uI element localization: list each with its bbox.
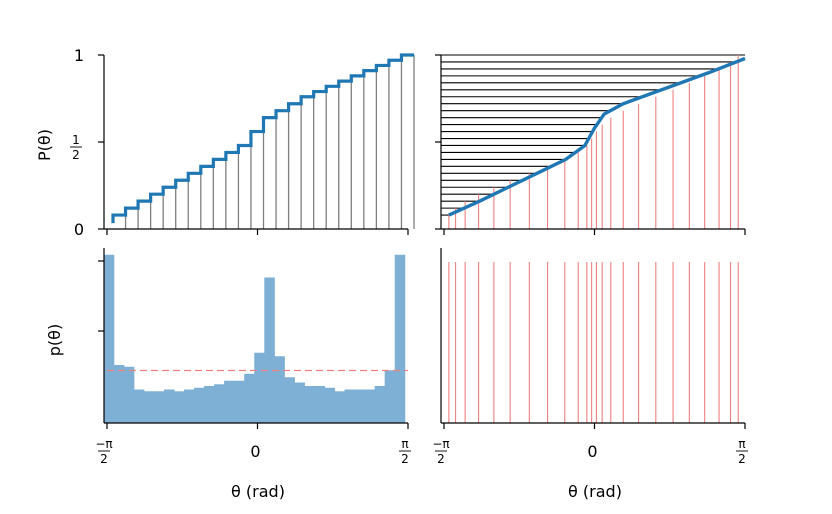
histogram-bar	[374, 386, 386, 424]
x-tick-label-neg-half-pi-denominator: 2	[100, 452, 108, 466]
x-tick-label-half-pi: π2	[736, 437, 748, 466]
histogram-bar	[214, 384, 225, 424]
histogram-bar	[314, 386, 325, 424]
histogram-bar	[344, 389, 356, 424]
histogram-bar	[123, 366, 135, 424]
histogram-bar	[103, 254, 115, 424]
histogram-bar	[153, 391, 165, 424]
histogram-bar	[254, 352, 265, 424]
x-tick-label-half-pi-denominator: 2	[401, 452, 409, 466]
histogram-bar	[113, 365, 125, 424]
y-tick-label-half-numerator: 1	[72, 133, 80, 147]
x-tick-label: 0	[250, 442, 260, 461]
y-tick-label: 1	[74, 46, 84, 65]
histogram-bar	[304, 386, 315, 424]
histogram-bar	[143, 391, 155, 424]
y-axis-label: p(θ)	[45, 324, 64, 356]
cdf-curve-line	[448, 56, 746, 217]
histogram-bar	[324, 387, 336, 424]
histogram-bar	[294, 382, 305, 424]
y-tick-label-half-denominator: 2	[72, 148, 80, 162]
histogram-bar	[204, 386, 215, 424]
histogram-bar	[234, 380, 245, 424]
histogram-bar	[384, 370, 396, 424]
x-tick-label: 0	[587, 442, 597, 461]
x-tick-label-neg-half-pi: −π2	[95, 437, 112, 466]
x-tick-label-neg-half-pi-numerator: −π	[95, 437, 112, 451]
cdf-inverse-sampling-panel	[435, 54, 746, 235]
x-tick-label-neg-half-pi-denominator: 2	[437, 452, 445, 466]
x-tick-label-neg-half-pi: −π2	[432, 437, 449, 466]
x-tick-label-half-pi-numerator: π	[738, 437, 745, 451]
histogram-bar	[163, 389, 175, 424]
histogram-bar	[264, 277, 275, 424]
histogram-bar	[354, 389, 366, 424]
histogram-bar	[284, 377, 295, 424]
histogram-bar	[394, 254, 406, 424]
x-tick-label-neg-half-pi-numerator: −π	[432, 437, 449, 451]
y-tick-label: 0	[74, 220, 84, 239]
y-tick-label-half: 12	[70, 133, 82, 162]
density-histogram-panel: −π2 0 π2p(θ)θ (rad)	[45, 248, 411, 501]
x-axis-label: θ (rad)	[568, 482, 622, 501]
x-tick-label-half-pi-denominator: 2	[738, 452, 746, 466]
x-tick-label-half-pi: π2	[399, 437, 411, 466]
y-axis-label: P(θ)	[35, 129, 54, 161]
x-axis-label: θ (rad)	[231, 482, 285, 501]
histogram-bar	[173, 391, 185, 424]
histogram-bar	[274, 356, 285, 424]
histogram-bar	[194, 387, 205, 424]
sample-rug-panel: −π2 0 π2θ (rad)	[432, 248, 748, 501]
histogram-bar	[224, 380, 235, 424]
histogram-bar	[244, 373, 255, 424]
x-tick-label-half-pi-numerator: π	[401, 437, 408, 451]
histogram-bar	[184, 389, 195, 424]
histogram-bar	[133, 389, 145, 424]
histogram-bar	[364, 389, 376, 424]
histogram-bar	[334, 391, 346, 424]
cdf-step-line	[111, 53, 414, 224]
